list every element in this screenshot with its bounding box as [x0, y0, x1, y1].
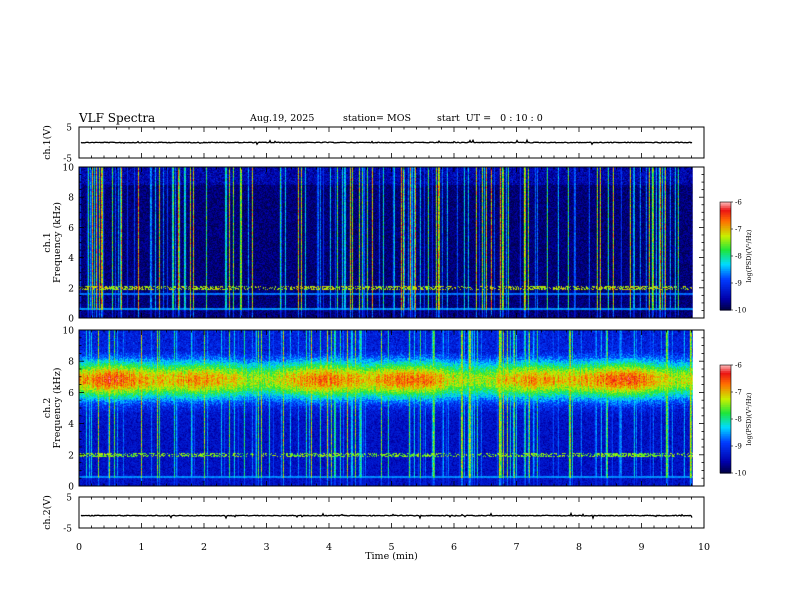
- station-label: station= MOS: [343, 113, 412, 124]
- y-tick-label: 0: [68, 315, 74, 325]
- colorbar-tick-label: -6: [735, 199, 742, 207]
- x-tick-label: 7: [513, 542, 519, 553]
- y-tick-label: 5: [66, 494, 72, 504]
- colorbar-ch2: -6 -7 -8 -9 -10 log(PSD)(V²/Hz): [719, 362, 753, 478]
- x-tick-label: 8: [576, 542, 582, 553]
- x-tick-label: 4: [326, 542, 332, 553]
- spectrogram-ch2: [79, 330, 693, 486]
- x-tick-label: 3: [263, 542, 269, 553]
- y-tick-label: 8: [68, 194, 74, 204]
- x-tick-label: 9: [638, 542, 644, 553]
- y-tick-label: 2: [68, 451, 74, 461]
- y-tick-label: 4: [68, 254, 74, 264]
- x-tick-label: 5: [388, 542, 394, 553]
- y-axis-label: Frequency (kHz): [52, 202, 63, 283]
- x-axis-label: Time (min): [365, 551, 418, 562]
- y-tick-label: 6: [68, 389, 74, 399]
- y-axis-label: ch.2(V): [42, 495, 53, 530]
- colorbar-tick-label: -7: [735, 226, 742, 234]
- y-tick-label: 10: [63, 164, 75, 174]
- panel-3: 0 2 4 6 8 10 ch.2 Frequency (kHz): [42, 327, 705, 493]
- spectrogram-ch1: [79, 167, 693, 318]
- y-tick-label: 5: [66, 124, 72, 134]
- y-axis-label: Frequency (kHz): [52, 368, 63, 449]
- panel-1: 5 -5 ch.1(V): [42, 124, 705, 165]
- colorbar-label: log(PSD)(V²/Hz): [745, 392, 753, 445]
- y-tick-label: -5: [63, 155, 72, 165]
- colorbar-tick-label: -7: [735, 389, 742, 397]
- panel-4: 5 -5 ch.2(V): [42, 494, 705, 535]
- colorbar-tick-label: -8: [735, 253, 742, 261]
- colorbar-label: log(PSD)(V²/Hz): [745, 229, 753, 282]
- y-tick-label: -5: [63, 525, 72, 535]
- colorbar-tick-label: -9: [735, 280, 742, 288]
- panel-label-top: ch.1: [42, 232, 53, 253]
- waveform-ch1: [80, 138, 693, 146]
- y-tick-label: 0: [68, 483, 74, 493]
- waveform-ch2: [80, 511, 693, 520]
- colorbar-tick-label: -9: [735, 443, 742, 451]
- colorbar-tick-label: -8: [735, 416, 742, 424]
- date-label: Aug.19, 2025: [250, 113, 315, 124]
- y-tick-label: 8: [68, 358, 74, 368]
- x-tick-label: 0: [76, 542, 82, 553]
- colorbar-tick-label: -10: [735, 470, 746, 478]
- chart-title: VLF Spectra: [79, 111, 156, 125]
- y-tick-label: 10: [63, 327, 75, 337]
- x-tick-label: 2: [201, 542, 207, 553]
- x-tick-label: 1: [138, 542, 144, 553]
- colorbar-tick-label: -6: [735, 362, 742, 370]
- start-time-label: start UT = 0 : 10 : 0: [437, 113, 543, 124]
- y-tick-label: 2: [68, 284, 74, 294]
- y-tick-label: 4: [68, 420, 74, 430]
- y-tick-label: 6: [68, 224, 74, 234]
- x-tick-label: 10: [698, 542, 710, 553]
- y-axis-label: ch.1(V): [42, 125, 53, 160]
- colorbar-tick-label: -10: [735, 307, 746, 315]
- panel-label-top: ch.2: [42, 398, 53, 419]
- x-tick-label: 6: [451, 542, 457, 553]
- panel-2: 0 2 4 6 8 10 ch.1 Frequency (kHz): [42, 164, 705, 325]
- colorbar-ch1: -6 -7 -8 -9 -10 log(PSD)(V²/Hz): [719, 199, 753, 315]
